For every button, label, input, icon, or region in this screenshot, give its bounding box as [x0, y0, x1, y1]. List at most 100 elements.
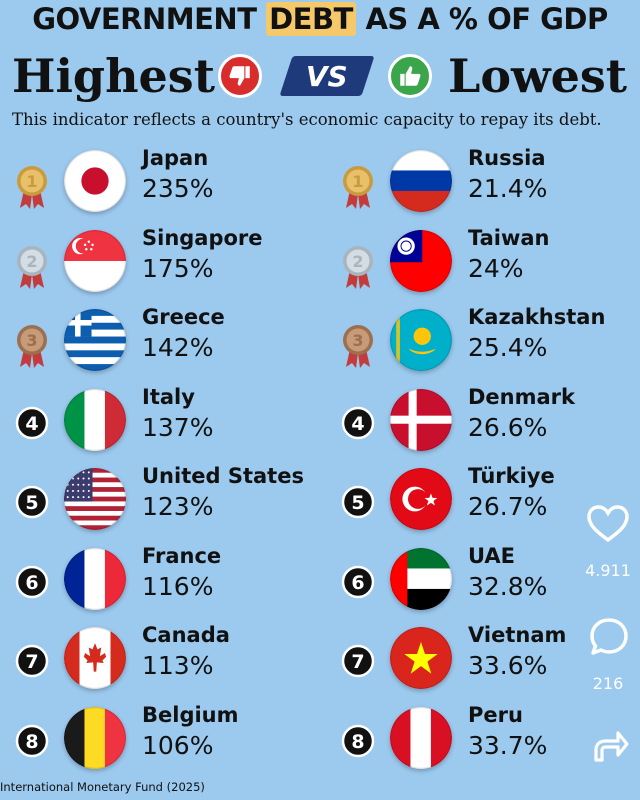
headline-lowest: Lowest	[448, 49, 628, 103]
debt-value: 137%	[142, 412, 214, 442]
comment-button[interactable]	[588, 616, 630, 662]
country-name: Türkiye	[468, 464, 555, 488]
debt-value: 235%	[142, 174, 214, 203]
comment-icon	[590, 618, 628, 655]
source-note: International Monetary Fund (2025)	[0, 780, 205, 794]
rank-badge: 6	[340, 562, 376, 608]
country-name: Canada	[142, 623, 230, 647]
svg-text:6: 6	[351, 572, 364, 594]
highest-row-1: 1 Japan 235%	[14, 146, 314, 226]
highest-row-7: 7 Canada 113%	[14, 623, 314, 703]
country-name: Singapore	[142, 225, 263, 250]
thumb-up-icon	[388, 54, 432, 98]
debt-value: 113%	[142, 651, 214, 680]
debt-value: 24%	[468, 253, 524, 283]
flag-icon	[390, 468, 452, 530]
flag-icon	[390, 627, 452, 689]
flag-icon	[390, 388, 452, 451]
flag-icon	[64, 468, 126, 530]
like-button[interactable]	[586, 504, 630, 548]
page-title: GOVERNMENT DEBT AS A % OF GDP	[0, 2, 640, 36]
title-post: AS A % OF GDP	[355, 2, 608, 36]
svg-text:2: 2	[352, 252, 363, 271]
flag-icon	[64, 388, 126, 451]
flag-icon	[64, 309, 126, 371]
medal-icon: 2	[340, 244, 376, 290]
debt-value: 26.7%	[468, 492, 548, 521]
highest-row-2: 2 Singapore 175%	[14, 226, 314, 306]
country-name: UAE	[468, 543, 516, 568]
highest-row-5: 5 United States 123%	[14, 464, 314, 544]
like-count: 4.911	[585, 561, 631, 580]
rank-badge: 4	[340, 403, 376, 449]
flag-icon	[64, 150, 126, 212]
debt-value: 33.7%	[468, 730, 548, 760]
debt-value: 106%	[142, 730, 214, 760]
debt-value: 123%	[142, 492, 214, 521]
country-name: Kazakhstan	[468, 305, 606, 329]
flag-icon	[64, 706, 126, 769]
svg-text:4: 4	[351, 413, 364, 435]
thumb-down-icon	[218, 54, 262, 98]
vs-label: VS	[306, 59, 348, 93]
country-name: Vietnam	[468, 623, 567, 647]
debt-value: 175%	[142, 253, 214, 283]
lowest-row-3: 3 Kazakhstan 25.4%	[340, 305, 640, 385]
lowest-row-7: 7 Vietnam 33.6%	[340, 623, 640, 703]
flag-icon	[64, 229, 126, 292]
rank-badge: 5	[340, 482, 376, 528]
flag-icon	[390, 150, 452, 212]
country-name: Denmark	[468, 384, 575, 409]
rank-badge: 6	[14, 562, 50, 608]
country-name: United States	[142, 464, 304, 488]
svg-text:1: 1	[352, 172, 363, 191]
svg-text:3: 3	[352, 331, 363, 350]
comment-count: 216	[592, 674, 624, 693]
rank-badge: 8	[14, 721, 50, 767]
lowest-row-2: 2 Taiwan 24%	[340, 226, 640, 306]
country-name: Japan	[142, 146, 209, 170]
flag-icon	[390, 309, 452, 371]
title-pre: GOVERNMENT	[32, 2, 267, 36]
subtitle: This indicator reflects a country's econ…	[12, 110, 602, 129]
debt-value: 21.4%	[468, 174, 548, 203]
lowest-row-1: 1 Russia 21.4%	[340, 146, 640, 226]
debt-value: 25.4%	[468, 333, 548, 362]
rank-badge: 4	[14, 403, 50, 449]
highest-row-4: 4 Italy 137%	[14, 385, 314, 465]
svg-text:7: 7	[351, 651, 364, 673]
svg-text:8: 8	[25, 731, 38, 753]
lowest-row-8: 8 Peru 33.7%	[340, 703, 640, 783]
highest-row-8: 8 Belgium 106%	[14, 703, 314, 783]
svg-text:6: 6	[25, 572, 38, 594]
lowest-row-5: 5 Türkiye 26.7%	[340, 464, 640, 544]
medal-icon: 3	[14, 323, 50, 369]
debt-value: 33.6%	[468, 651, 548, 680]
share-icon	[594, 731, 629, 762]
rank-badge: 8	[340, 721, 376, 767]
country-name: Greece	[142, 305, 225, 329]
share-button[interactable]	[590, 728, 630, 768]
medal-icon: 2	[14, 244, 50, 290]
debt-value: 142%	[142, 333, 214, 362]
flag-icon	[64, 547, 126, 610]
flag-icon	[390, 229, 452, 292]
title-highlight: DEBT	[266, 2, 356, 36]
heart-icon	[587, 505, 629, 543]
country-name: Russia	[468, 146, 546, 170]
country-name: France	[142, 543, 222, 568]
country-name: Italy	[142, 384, 195, 409]
rank-badge: 5	[14, 482, 50, 528]
lowest-row-4: 4 Denmark 26.6%	[340, 385, 640, 465]
medal-icon: 1	[14, 164, 50, 210]
svg-text:5: 5	[351, 492, 364, 514]
svg-text:2: 2	[26, 252, 37, 271]
svg-text:1: 1	[26, 172, 37, 191]
flag-icon	[390, 706, 452, 769]
country-name: Belgium	[142, 702, 239, 727]
rank-badge: 7	[14, 641, 50, 687]
svg-text:5: 5	[25, 492, 38, 514]
highest-row-3: 3 Greece 142%	[14, 305, 314, 385]
svg-text:3: 3	[26, 331, 37, 350]
lowest-row-6: 6 UAE 32.8%	[340, 544, 640, 624]
